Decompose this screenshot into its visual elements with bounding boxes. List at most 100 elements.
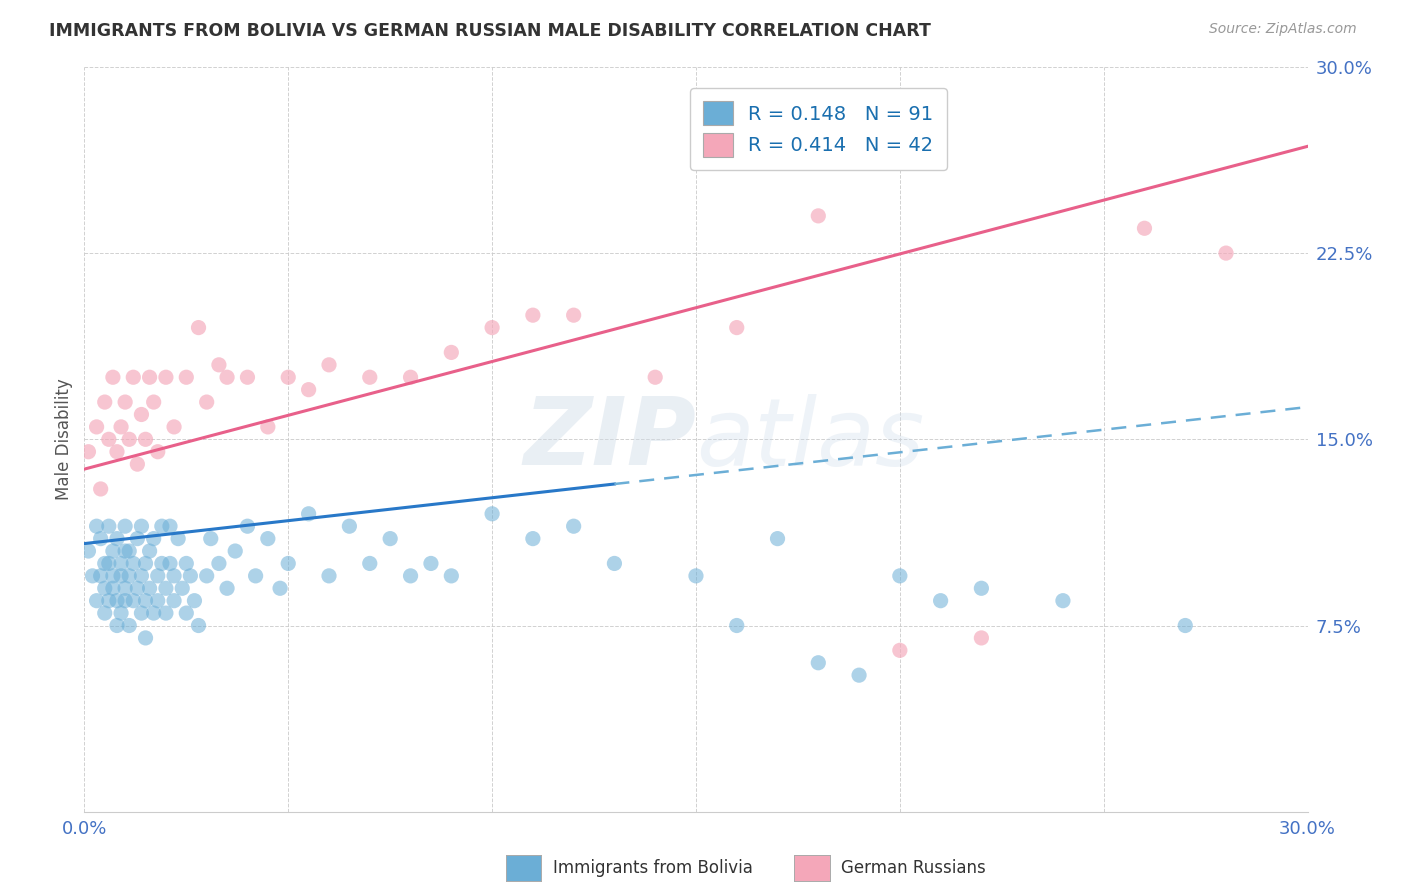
Point: [118, 433, 141, 447]
Point: [118, 544, 141, 558]
Point: [155, 582, 177, 596]
Point: [440, 569, 463, 583]
Point: [97, 433, 120, 447]
Point: [257, 532, 280, 546]
Point: [118, 618, 141, 632]
Text: Immigrants from Bolivia: Immigrants from Bolivia: [553, 859, 752, 877]
Point: [105, 444, 128, 458]
Point: [174, 606, 197, 620]
Point: [725, 618, 748, 632]
Point: [82, 569, 104, 583]
Point: [298, 383, 321, 397]
Point: [155, 370, 177, 384]
Point: [122, 370, 145, 384]
Point: [359, 370, 381, 384]
Point: [101, 544, 124, 558]
Point: [142, 606, 165, 620]
Point: [269, 582, 291, 596]
Point: [135, 593, 157, 607]
Point: [114, 582, 136, 596]
Point: [172, 582, 194, 596]
Point: [90, 532, 112, 546]
Point: [97, 593, 120, 607]
Point: [187, 320, 209, 334]
Point: [889, 643, 911, 657]
Point: [110, 420, 132, 434]
Point: [970, 631, 993, 645]
Point: [101, 582, 124, 596]
Point: [93, 395, 115, 409]
Point: [208, 358, 231, 372]
Point: [562, 308, 585, 322]
Point: [131, 408, 153, 422]
Point: [970, 582, 993, 596]
Point: [101, 569, 124, 583]
Point: [522, 532, 544, 546]
Point: [97, 557, 120, 571]
Point: [399, 370, 422, 384]
Point: [807, 656, 830, 670]
Point: [159, 557, 181, 571]
Point: [118, 569, 141, 583]
Point: [1215, 246, 1237, 260]
Point: [105, 532, 128, 546]
Point: [77, 444, 100, 458]
Point: [86, 519, 108, 533]
Point: [217, 370, 239, 384]
Point: [122, 557, 145, 571]
Point: [131, 519, 153, 533]
Point: [236, 519, 259, 533]
Point: [318, 358, 340, 372]
Point: [110, 569, 132, 583]
Point: [399, 569, 422, 583]
Point: [110, 557, 132, 571]
Text: IMMIGRANTS FROM BOLIVIA VS GERMAN RUSSIAN MALE DISABILITY CORRELATION CHART: IMMIGRANTS FROM BOLIVIA VS GERMAN RUSSIA…: [49, 22, 931, 40]
Point: [131, 569, 153, 583]
Point: [174, 557, 197, 571]
Point: [339, 519, 361, 533]
Point: [644, 370, 666, 384]
Point: [440, 345, 463, 359]
Point: [807, 209, 830, 223]
Point: [114, 544, 136, 558]
Point: [245, 569, 267, 583]
Point: [359, 557, 381, 571]
Point: [481, 320, 503, 334]
Point: [522, 308, 544, 322]
Point: [93, 582, 115, 596]
Point: [195, 395, 218, 409]
Point: [848, 668, 870, 682]
Point: [257, 420, 280, 434]
Point: [90, 569, 112, 583]
Point: [200, 532, 222, 546]
Point: [150, 557, 173, 571]
Point: [150, 519, 173, 533]
Point: [122, 593, 145, 607]
Point: [101, 370, 124, 384]
Point: [187, 618, 209, 632]
Point: [766, 532, 789, 546]
Point: [127, 457, 149, 471]
Point: [110, 606, 132, 620]
Text: German Russians: German Russians: [841, 859, 986, 877]
Point: [127, 582, 149, 596]
Point: [298, 507, 321, 521]
Point: [127, 532, 149, 546]
Point: [929, 593, 952, 607]
Point: [685, 569, 707, 583]
Point: [167, 532, 190, 546]
Text: ZIP: ZIP: [523, 393, 696, 485]
Text: atlas: atlas: [696, 393, 924, 485]
Point: [889, 569, 911, 583]
Point: [603, 557, 626, 571]
Y-axis label: Male Disability: Male Disability: [55, 378, 73, 500]
Point: [93, 557, 115, 571]
Point: [105, 618, 128, 632]
Point: [179, 569, 201, 583]
Point: [105, 593, 128, 607]
Point: [155, 606, 177, 620]
Point: [195, 569, 218, 583]
Point: [114, 395, 136, 409]
Point: [138, 370, 160, 384]
Point: [725, 320, 748, 334]
